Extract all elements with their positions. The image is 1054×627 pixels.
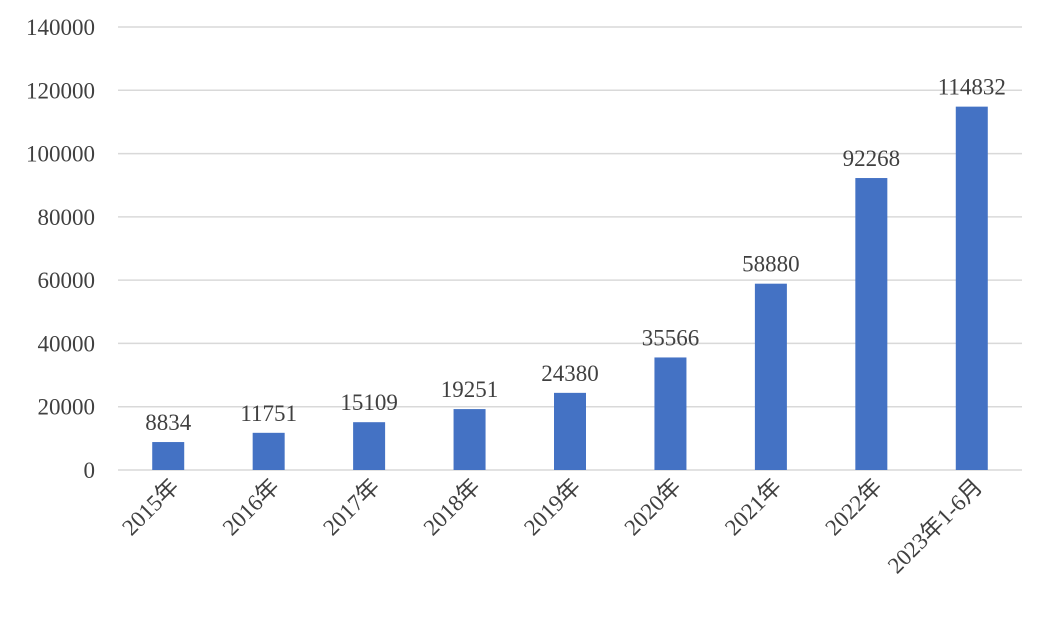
bar — [252, 432, 285, 470]
data-label: 24380 — [541, 361, 599, 386]
x-tick-label: 2019年 — [519, 474, 585, 540]
data-label: 92268 — [843, 146, 901, 171]
bar — [453, 409, 486, 470]
data-label: 35566 — [642, 325, 700, 350]
x-tick-label: 2015年 — [117, 474, 183, 540]
data-label: 114832 — [938, 75, 1006, 100]
x-tick-label: 2023年1-6月 — [883, 474, 987, 578]
y-tick-label: 120000 — [26, 78, 95, 103]
x-tick-label: 2021年 — [720, 474, 786, 540]
x-tick-label: 2022年 — [820, 474, 886, 540]
bar — [654, 357, 687, 470]
x-tick-label: 2016年 — [218, 474, 284, 540]
y-tick-label: 80000 — [38, 205, 96, 230]
y-tick-label: 60000 — [38, 268, 96, 293]
bar — [152, 442, 185, 470]
x-tick-label: 2020年 — [620, 474, 686, 540]
x-tick-label: 2018年 — [419, 474, 485, 540]
data-label: 15109 — [340, 390, 398, 415]
data-label: 11751 — [240, 401, 297, 426]
data-label: 58880 — [742, 252, 800, 277]
y-tick-label: 140000 — [26, 15, 95, 40]
bar — [353, 422, 386, 470]
y-tick-label: 40000 — [38, 331, 96, 356]
bar — [955, 106, 988, 471]
bar — [554, 392, 586, 470]
bar — [855, 178, 888, 470]
data-label: 8834 — [145, 410, 192, 435]
y-tick-label: 100000 — [26, 142, 95, 167]
y-tick-label: 20000 — [38, 395, 96, 420]
y-tick-label: 0 — [84, 458, 96, 483]
bar — [754, 283, 787, 470]
x-tick-label: 2017年 — [318, 474, 384, 540]
data-label: 19251 — [441, 377, 499, 402]
